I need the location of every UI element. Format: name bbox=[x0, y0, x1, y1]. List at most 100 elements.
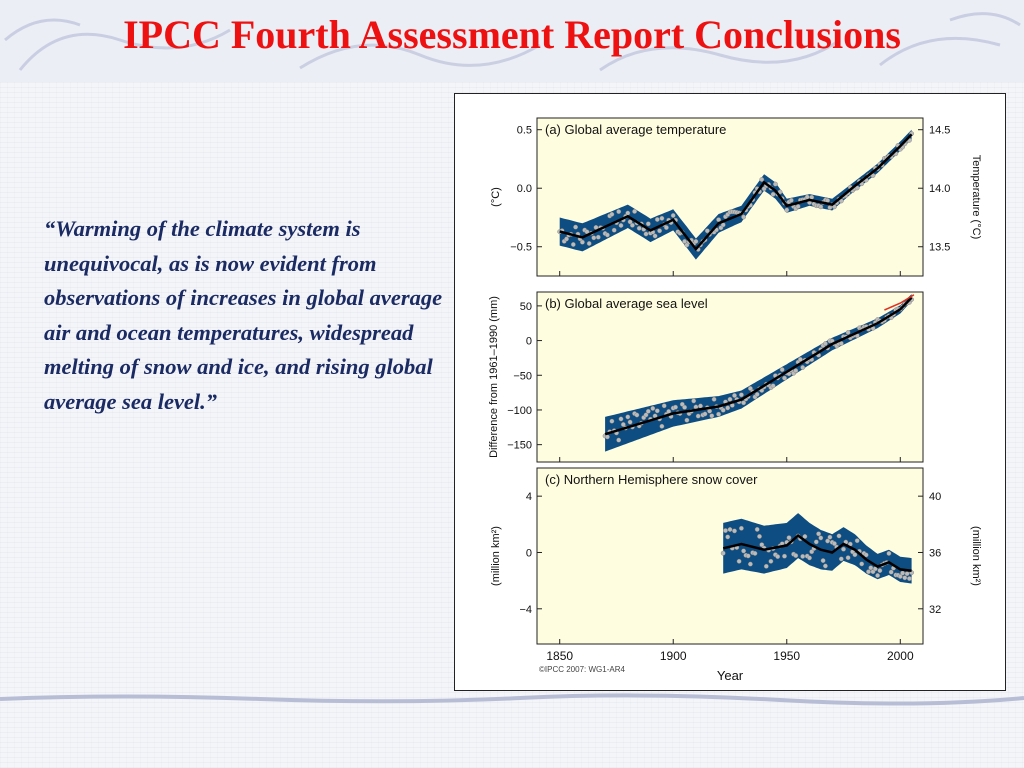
smoothed-series-line bbox=[604, 296, 913, 436]
annual-value-point bbox=[852, 552, 858, 558]
annual-value-point bbox=[770, 383, 776, 389]
x-tick-label: 1850 bbox=[546, 649, 573, 663]
annual-value-point bbox=[627, 219, 633, 225]
annual-value-point bbox=[745, 553, 751, 559]
annual-value-point bbox=[784, 207, 790, 213]
annual-value-point bbox=[779, 367, 785, 372]
annual-value-point bbox=[720, 550, 726, 556]
annual-value-point bbox=[634, 412, 640, 418]
y-tick-label: 0.5 bbox=[517, 125, 532, 137]
annual-value-point bbox=[698, 403, 703, 409]
panel-2: (c) Northern Hemisphere snow cover40−440… bbox=[490, 467, 982, 645]
annual-value-point bbox=[782, 553, 787, 559]
annual-value-point bbox=[716, 411, 721, 417]
annual-value-point bbox=[643, 412, 649, 418]
annual-value-point bbox=[877, 568, 883, 573]
annual-value-point bbox=[629, 222, 635, 228]
y-tick-label-right: 32 bbox=[929, 604, 941, 616]
bottom-divider bbox=[0, 693, 1024, 706]
annual-value-point bbox=[759, 542, 765, 548]
annual-value-point bbox=[673, 404, 678, 410]
annual-value-point bbox=[904, 571, 910, 577]
annual-value-point bbox=[670, 213, 676, 218]
annual-value-point bbox=[732, 528, 737, 534]
annual-value-point bbox=[616, 437, 622, 443]
annual-value-point bbox=[645, 221, 651, 227]
annual-value-point bbox=[604, 434, 610, 440]
annual-value-point bbox=[591, 235, 597, 241]
annual-value-point bbox=[822, 563, 828, 569]
annual-value-point bbox=[659, 423, 665, 429]
annual-value-point bbox=[736, 558, 742, 564]
x-axis-label: Year bbox=[717, 668, 744, 683]
annual-value-point bbox=[854, 185, 860, 191]
annual-value-point bbox=[772, 181, 778, 187]
annual-value-point bbox=[793, 553, 799, 558]
annual-value-point bbox=[725, 405, 731, 411]
annual-value-point bbox=[838, 556, 844, 562]
annual-value-point bbox=[725, 534, 731, 540]
annual-value-point bbox=[841, 546, 846, 552]
annual-value-point bbox=[770, 191, 776, 197]
annual-value-point bbox=[573, 224, 579, 230]
annual-value-point bbox=[604, 232, 610, 238]
annual-value-point bbox=[620, 422, 626, 427]
annual-value-point bbox=[800, 553, 806, 559]
satellite-series-line bbox=[884, 294, 915, 311]
y-tick-label: −150 bbox=[507, 440, 532, 452]
annual-value-point bbox=[691, 398, 697, 404]
annual-value-point bbox=[732, 393, 737, 398]
annual-value-point bbox=[747, 386, 753, 391]
annual-value-point bbox=[738, 525, 744, 531]
annual-value-point bbox=[654, 408, 660, 414]
annual-value-point bbox=[593, 224, 599, 230]
y-tick-label-right: 14.5 bbox=[929, 125, 950, 137]
annual-value-point bbox=[564, 236, 569, 242]
y-tick-label: 0 bbox=[526, 547, 532, 559]
slide-title: IPCC Fourth Assessment Report Conclusion… bbox=[123, 12, 901, 57]
annual-value-point bbox=[682, 404, 688, 410]
annual-value-point bbox=[818, 535, 824, 541]
annual-value-point bbox=[775, 554, 781, 559]
annual-value-point bbox=[795, 204, 801, 209]
annual-value-point bbox=[586, 241, 592, 246]
panel-title: (b) Global average sea level bbox=[545, 296, 708, 311]
y-axis-label: (°C) bbox=[490, 187, 502, 207]
y-axis-label-right: Temperature (°C) bbox=[970, 155, 982, 239]
annual-value-point bbox=[802, 534, 808, 539]
annual-value-point bbox=[695, 413, 701, 419]
annual-value-point bbox=[618, 416, 624, 422]
annual-value-point bbox=[654, 217, 660, 222]
annual-value-point bbox=[754, 391, 760, 397]
annual-value-point bbox=[859, 561, 865, 567]
panel-1: (b) Global average sea level 50 0 −50 −100 −1… bbox=[488, 291, 924, 463]
annual-value-point bbox=[757, 533, 762, 539]
annual-value-point bbox=[845, 555, 851, 561]
annual-value-point bbox=[595, 234, 601, 240]
annual-value-point bbox=[663, 225, 669, 231]
y-axis-label-right: (million km²) bbox=[970, 526, 982, 586]
y-tick-label: 0 bbox=[526, 336, 532, 348]
annual-value-point bbox=[822, 341, 828, 347]
annual-value-point bbox=[661, 403, 667, 409]
annual-value-point bbox=[816, 531, 821, 537]
annual-value-point bbox=[741, 214, 746, 220]
uncertainty-band bbox=[559, 129, 912, 260]
annual-value-point bbox=[609, 211, 615, 217]
smoothed-series-line bbox=[722, 534, 912, 573]
panel-title: (a) Global average temperature bbox=[545, 122, 726, 137]
annual-value-point bbox=[657, 228, 663, 234]
annual-value-point bbox=[900, 570, 905, 576]
y-tick-label-right: 14.0 bbox=[929, 183, 950, 195]
annual-value-point bbox=[636, 225, 642, 231]
annual-value-point bbox=[800, 365, 806, 370]
y-tick-label: −4 bbox=[519, 604, 532, 616]
annual-value-point bbox=[866, 569, 871, 575]
annual-value-point bbox=[809, 549, 815, 555]
annual-value-point bbox=[645, 408, 651, 414]
annual-value-point bbox=[650, 405, 656, 411]
annual-value-point bbox=[797, 356, 803, 362]
smoothed-series-line bbox=[559, 133, 913, 252]
panel-0: (a) Global average temperature 0.5 0.0 −0.5… bbox=[490, 117, 982, 277]
annual-value-point bbox=[804, 194, 810, 200]
